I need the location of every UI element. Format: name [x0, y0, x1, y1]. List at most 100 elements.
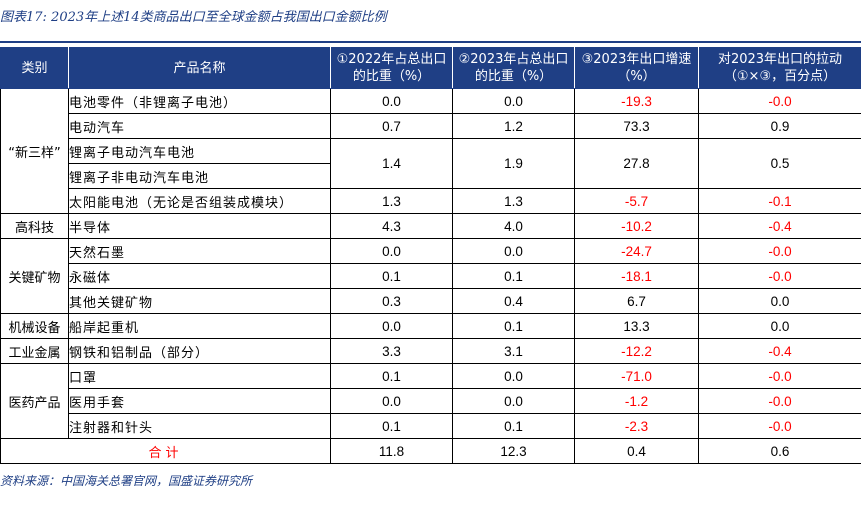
category-minerals: 关键矿物: [0, 238, 69, 314]
product-name: 其他关键矿物: [68, 288, 331, 314]
growth-cell: 73.3: [574, 113, 699, 139]
share-2022-cell: 0.1: [330, 363, 453, 389]
growth-cell: -18.1: [574, 263, 699, 289]
total-row: 合计 11.8 12.3 0.4 0.6: [0, 438, 861, 464]
growth-cell: -5.7: [574, 188, 699, 214]
share-2023-cell: 0.1: [452, 313, 575, 339]
product-name: 船岸起重机: [68, 313, 331, 339]
growth-cell: -1.2: [574, 388, 699, 414]
category-medical: 医药产品: [0, 363, 69, 439]
category-hightech: 高科技: [0, 213, 69, 239]
share-2023-cell: 1.9: [452, 138, 575, 189]
contribution-cell: -0.0: [698, 388, 861, 414]
share-2022-cell: 3.3: [330, 338, 453, 364]
growth-cell: -24.7: [574, 238, 699, 264]
share-2023-cell: 0.0: [452, 363, 575, 389]
contribution-cell: -0.4: [698, 213, 861, 239]
share-2022-cell: 0.0: [330, 88, 453, 114]
product-name: 注射器和针头: [68, 413, 331, 439]
table-row: 锂离子电动汽车电池 1.4 1.9 27.8 0.5: [1, 138, 861, 189]
header-row: 类别 产品名称 ①2022年占总出口的比重（%） ②2023年占总出口的比重（%…: [0, 47, 861, 89]
product-name: 太阳能电池（无论是否组装成模块）: [68, 188, 331, 214]
growth-cell: -12.2: [574, 338, 699, 364]
title-rule: [0, 41, 861, 43]
table-row: 医用手套 0.0 0.0 -1.2 -0.0: [1, 388, 861, 414]
header-share-2023: ②2023年占总出口的比重（%）: [452, 47, 575, 89]
share-2022-cell: 0.1: [330, 263, 453, 289]
product-name: 锂离子非电动汽车电池: [68, 163, 331, 189]
share-2022-cell: 0.0: [330, 313, 453, 339]
total-share-2023: 12.3: [452, 438, 575, 464]
growth-cell: 27.8: [574, 138, 699, 189]
share-2023-cell: 4.0: [452, 213, 575, 239]
table-row: 其他关键矿物 0.3 0.4 6.7 0.0: [1, 288, 861, 314]
contribution-cell: -0.4: [698, 338, 861, 364]
total-growth: 0.4: [574, 438, 699, 464]
total-label: 合计: [0, 438, 331, 464]
product-name: 电池零件（非锂离子电池）: [68, 88, 331, 114]
share-2023-cell: 0.4: [452, 288, 575, 314]
contribution-cell: 0.0: [698, 313, 861, 339]
growth-cell: -71.0: [574, 363, 699, 389]
growth-cell: 6.7: [574, 288, 699, 314]
share-2022-cell: 4.3: [330, 213, 453, 239]
contribution-cell: -0.0: [698, 263, 861, 289]
table-row: 锂离子非电动汽车电池: [1, 163, 861, 189]
category-metals: 工业金属: [0, 338, 69, 364]
table-row: 太阳能电池（无论是否组装成模块） 1.3 1.3 -5.7 -0.1: [1, 188, 861, 214]
contribution-cell: 0.0: [698, 288, 861, 314]
share-2022-cell: 1.3: [330, 188, 453, 214]
product-name: 电动汽车: [68, 113, 331, 139]
share-2023-cell: 0.0: [452, 388, 575, 414]
contribution-cell: -0.0: [698, 413, 861, 439]
table-row: 工业金属 钢铁和铝制品（部分） 3.3 3.1 -12.2 -0.4: [0, 338, 861, 364]
growth-cell: 13.3: [574, 313, 699, 339]
growth-cell: -2.3: [574, 413, 699, 439]
share-2023-cell: 0.1: [452, 413, 575, 439]
share-2023-cell: 0.0: [452, 238, 575, 264]
share-2022-cell: 0.7: [330, 113, 453, 139]
product-name: 半导体: [68, 213, 331, 239]
category-machinery: 机械设备: [0, 313, 69, 339]
product-name: 锂离子电动汽车电池: [68, 138, 331, 164]
product-name: 钢铁和铝制品（部分）: [68, 338, 331, 364]
share-2022-cell: 1.4: [330, 138, 453, 189]
table-row: 机械设备 船岸起重机 0.0 0.1 13.3 0.0: [0, 313, 861, 339]
share-2023-cell: 0.0: [452, 88, 575, 114]
growth-cell: -19.3: [574, 88, 699, 114]
header-contribution: 对2023年出口的拉动（①×③，百分点）: [698, 47, 861, 89]
header-share-2022: ①2022年占总出口的比重（%）: [330, 47, 453, 89]
share-2023-cell: 0.1: [452, 263, 575, 289]
share-2022-cell: 0.0: [330, 388, 453, 414]
contribution-cell: -0.0: [698, 88, 861, 114]
share-2023-cell: 1.2: [452, 113, 575, 139]
source-note: 资料来源：中国海关总署官网，国盛证券研究所: [0, 474, 253, 488]
product-name: 永磁体: [68, 263, 331, 289]
figure-title: 图表17: 2023年上述14类商品出口至全球金额占我国出口金额比例: [0, 10, 387, 25]
growth-cell: -10.2: [574, 213, 699, 239]
table-row: “新三样” 电池零件（非锂离子电池） 0.0 0.0 -19.3 -0.0: [0, 88, 861, 214]
header-category: 类别: [0, 47, 69, 89]
table-row: 医药产品 口罩 0.1 0.0 -71.0 -0.0: [0, 363, 861, 439]
header-growth-2023: ③2023年出口增速（%）: [574, 47, 699, 89]
share-2022-cell: 0.1: [330, 413, 453, 439]
share-2023-cell: 3.1: [452, 338, 575, 364]
contribution-cell: 0.9: [698, 113, 861, 139]
table-row: 永磁体 0.1 0.1 -18.1 -0.0: [1, 263, 861, 289]
product-name: 医用手套: [68, 388, 331, 414]
table-row: 注射器和针头 0.1 0.1 -2.3 -0.0: [1, 413, 861, 439]
share-2023-cell: 1.3: [452, 188, 575, 214]
total-share-2022: 11.8: [330, 438, 453, 464]
contribution-cell: 0.5: [698, 138, 861, 189]
table-row: 关键矿物 天然石墨 0.0 0.0 -24.7 -0.0: [0, 238, 861, 314]
product-name: 口罩: [68, 363, 331, 389]
header-product: 产品名称: [68, 47, 331, 89]
table-row: 高科技 半导体 4.3 4.0 -10.2 -0.4: [0, 213, 861, 239]
table-row: 电动汽车 0.7 1.2 73.3 0.9: [1, 113, 861, 139]
product-name: 天然石墨: [68, 238, 331, 264]
contribution-cell: -0.0: [698, 238, 861, 264]
category-new-three: “新三样”: [0, 88, 69, 214]
share-2022-cell: 0.0: [330, 238, 453, 264]
contribution-cell: -0.0: [698, 363, 861, 389]
total-contribution: 0.6: [698, 438, 861, 464]
